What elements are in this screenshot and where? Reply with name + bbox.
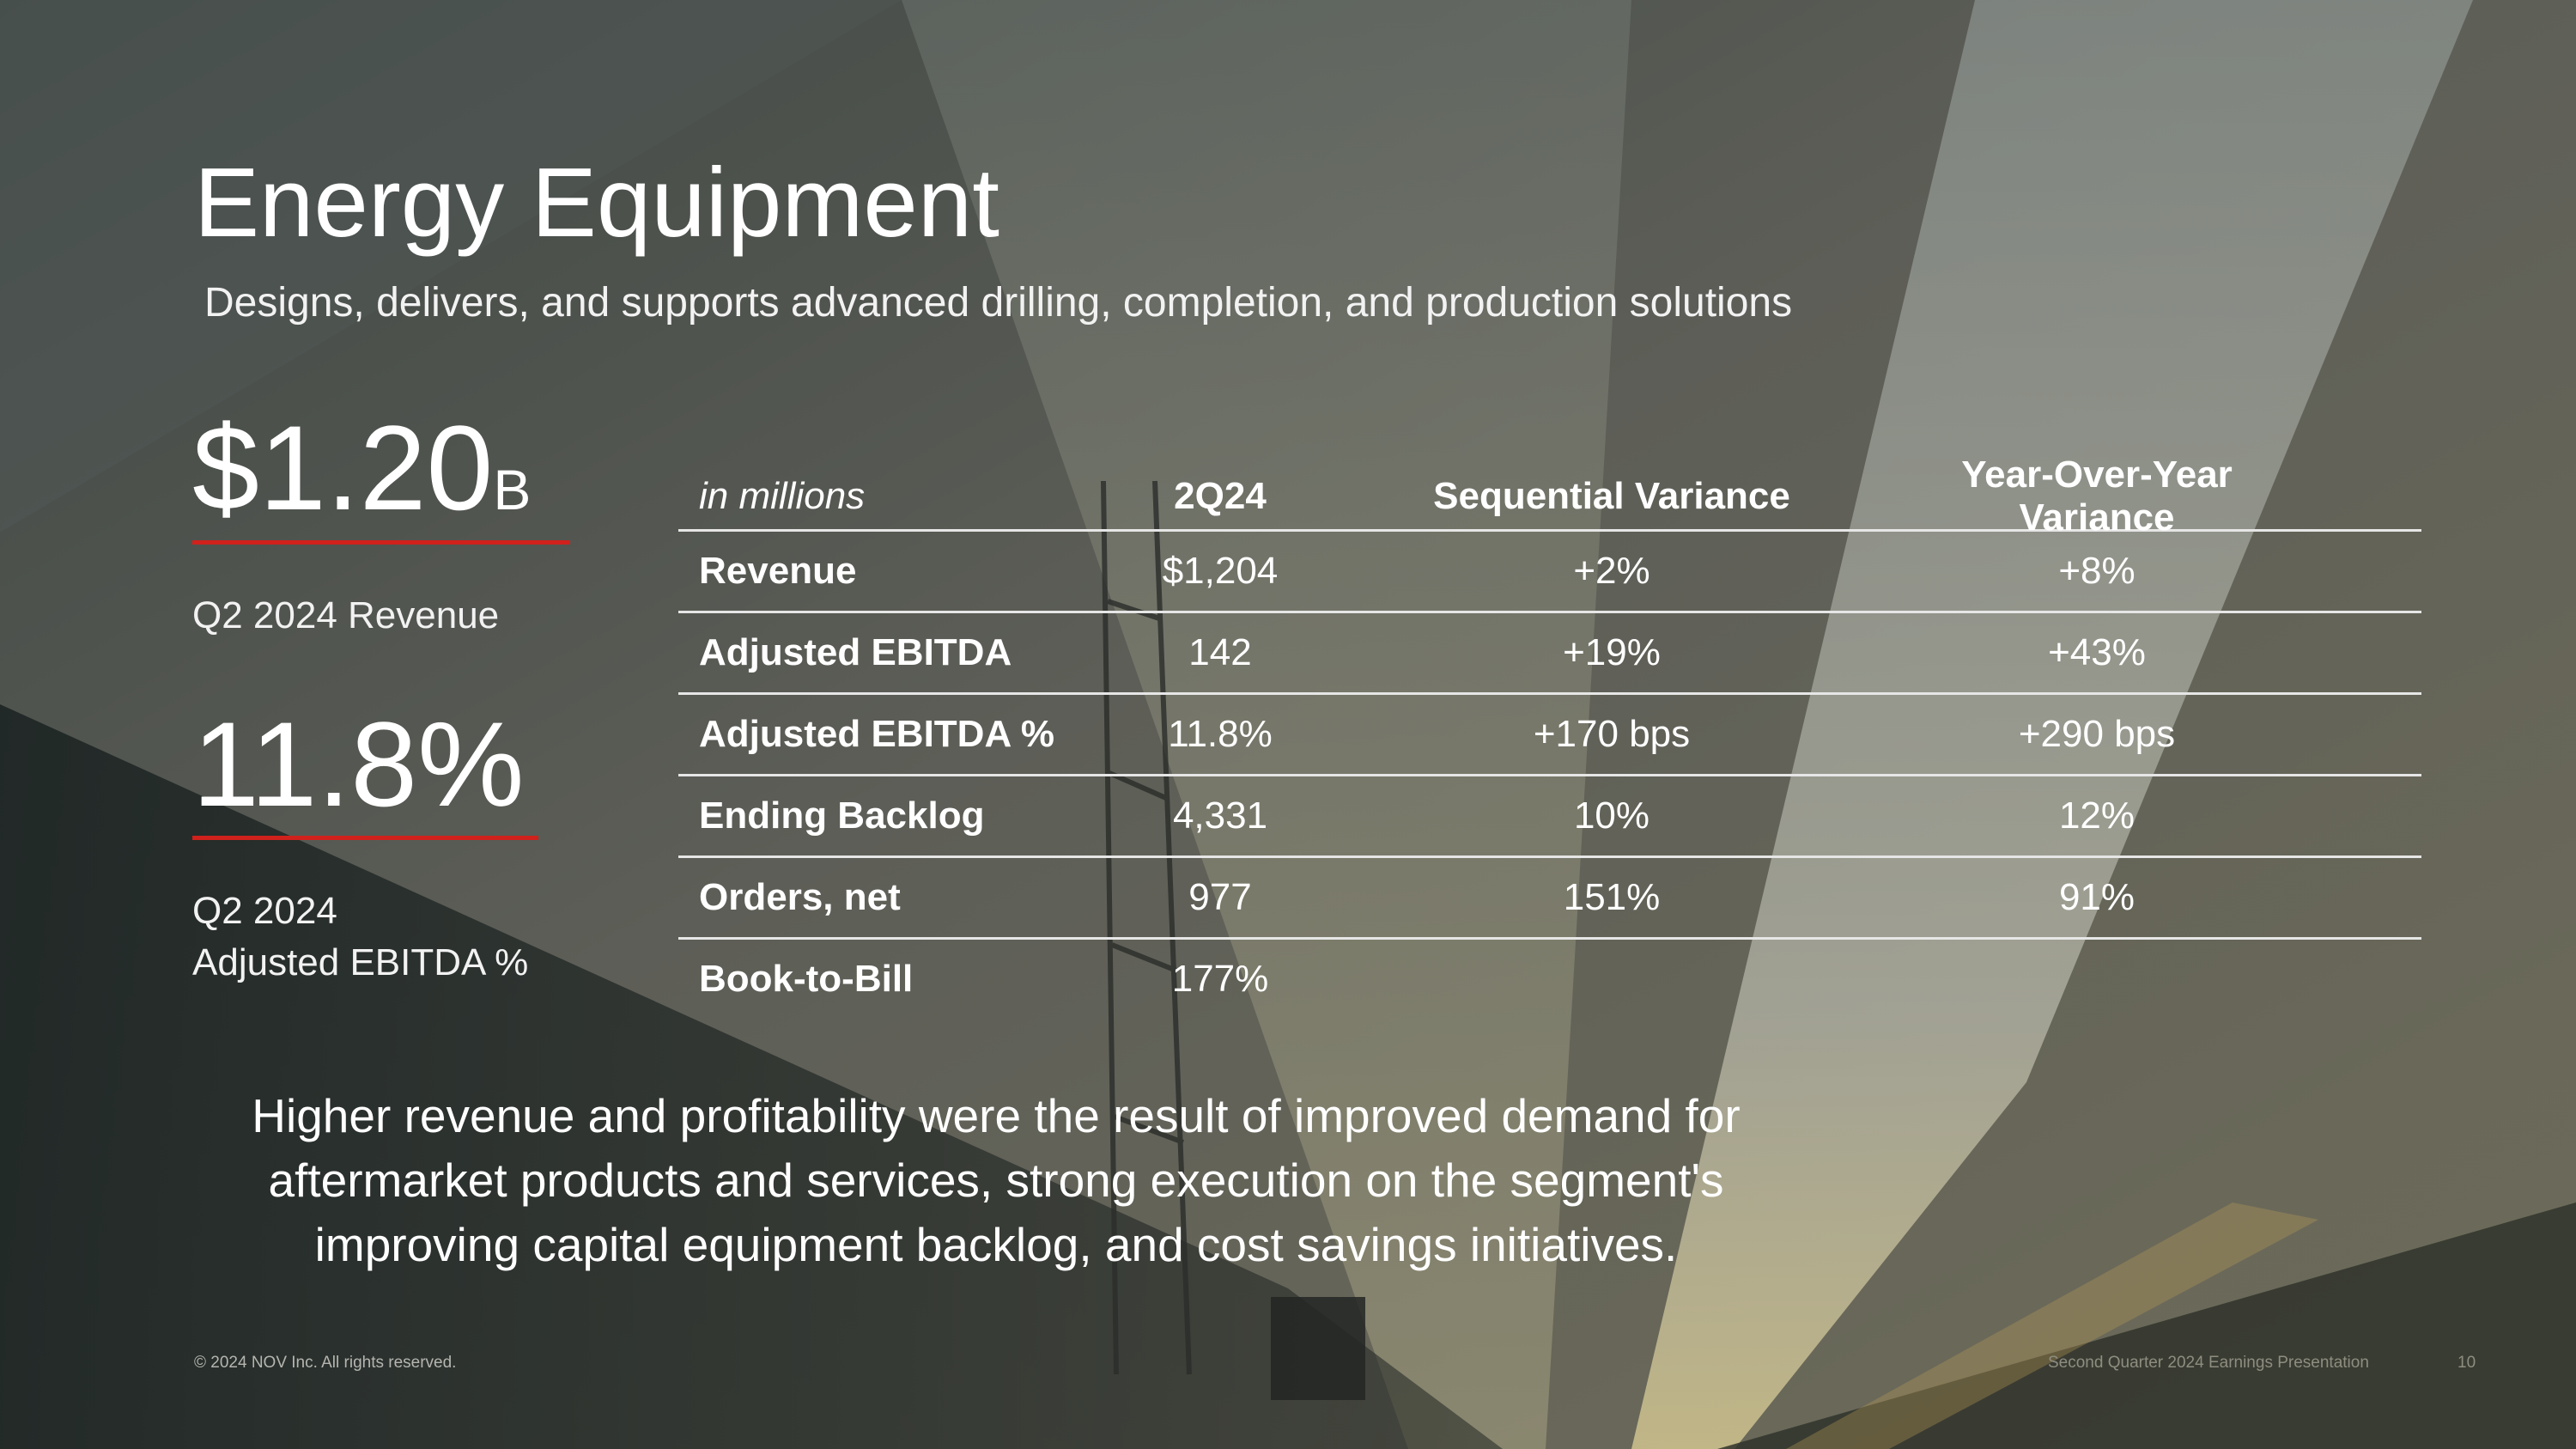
footer-page-number: 10	[2458, 1354, 2476, 1372]
header-units: in millions	[699, 475, 866, 517]
cell-sequential: +19%	[1563, 631, 1661, 673]
row-label: Ending Backlog	[699, 795, 985, 837]
revenue-kpi-underline	[192, 540, 570, 545]
cell-yoy: +43%	[2048, 631, 2146, 673]
footer-presentation-title: Second Quarter 2024 Earnings Presentatio…	[2048, 1354, 2369, 1372]
cell-2q24: 177%	[1171, 958, 1269, 1000]
cell-sequential: +2%	[1573, 550, 1650, 592]
cell-2q24: 4,331	[1172, 795, 1268, 837]
table-row-adjusted-ebitda: Adjusted EBITDA 142 +19% +43%	[678, 613, 2421, 695]
table-row-adjusted-ebitda-pct: Adjusted EBITDA % 11.8% +170 bps +290 bp…	[678, 695, 2421, 776]
cell-yoy: +290 bps	[2018, 713, 2176, 755]
revenue-kpi-label: Q2 2024 Revenue	[192, 594, 500, 636]
cell-sequential: 10%	[1573, 795, 1650, 837]
row-label: Book-to-Bill	[699, 958, 914, 1000]
cell-2q24: 11.8%	[1168, 713, 1273, 755]
row-label: Orders, net	[699, 876, 901, 918]
header-2q24: 2Q24	[1174, 475, 1267, 517]
ebitda-kpi-underline	[192, 836, 538, 840]
cell-yoy: +8%	[2058, 550, 2136, 592]
table-row-ending-backlog: Ending Backlog 4,331 10% 12%	[678, 776, 2421, 858]
table-header-row: in millions 2Q24 Sequential Variance Yea…	[678, 454, 2421, 539]
header-yoy-variance: Year-Over-Year Variance	[1961, 454, 2233, 539]
table-row-book-to-bill: Book-to-Bill 177%	[678, 940, 2421, 1019]
cell-yoy: 91%	[2058, 876, 2136, 918]
summary-text: Higher revenue and profitability were th…	[252, 1089, 1741, 1271]
row-label: Adjusted EBITDA %	[699, 713, 1054, 755]
ebitda-kpi-label-line2: Adjusted EBITDA %	[192, 941, 529, 983]
footer-copyright: © 2024 NOV Inc. All rights reserved.	[194, 1354, 457, 1372]
cell-yoy: 12%	[2058, 795, 2136, 837]
revenue-kpi-value: $1.20B	[192, 400, 532, 535]
slide-subtitle: Designs, delivers, and supports advanced…	[204, 280, 1793, 326]
row-label: Adjusted EBITDA	[699, 631, 1012, 673]
table-row-orders-net: Orders, net 977 151% 91%	[678, 858, 2421, 940]
cell-sequential: +170 bps	[1533, 713, 1691, 755]
ebitda-kpi-label-line1: Q2 2024	[192, 890, 337, 932]
row-label: Revenue	[699, 550, 857, 592]
cell-2q24: $1,204	[1162, 550, 1279, 592]
financial-table: in millions 2Q24 Sequential Variance Yea…	[678, 454, 2421, 1019]
cell-2q24: 977	[1188, 876, 1252, 918]
revenue-kpi-unit: B	[493, 458, 532, 521]
header-sequential-variance: Sequential Variance	[1433, 475, 1790, 517]
cell-2q24: 142	[1188, 631, 1252, 673]
cell-sequential: 151%	[1563, 876, 1661, 918]
table-row-revenue: Revenue $1,204 +2% +8%	[678, 532, 2421, 613]
slide-title: Energy Equipment	[194, 149, 999, 258]
ebitda-kpi-value: 11.8%	[192, 697, 525, 831]
